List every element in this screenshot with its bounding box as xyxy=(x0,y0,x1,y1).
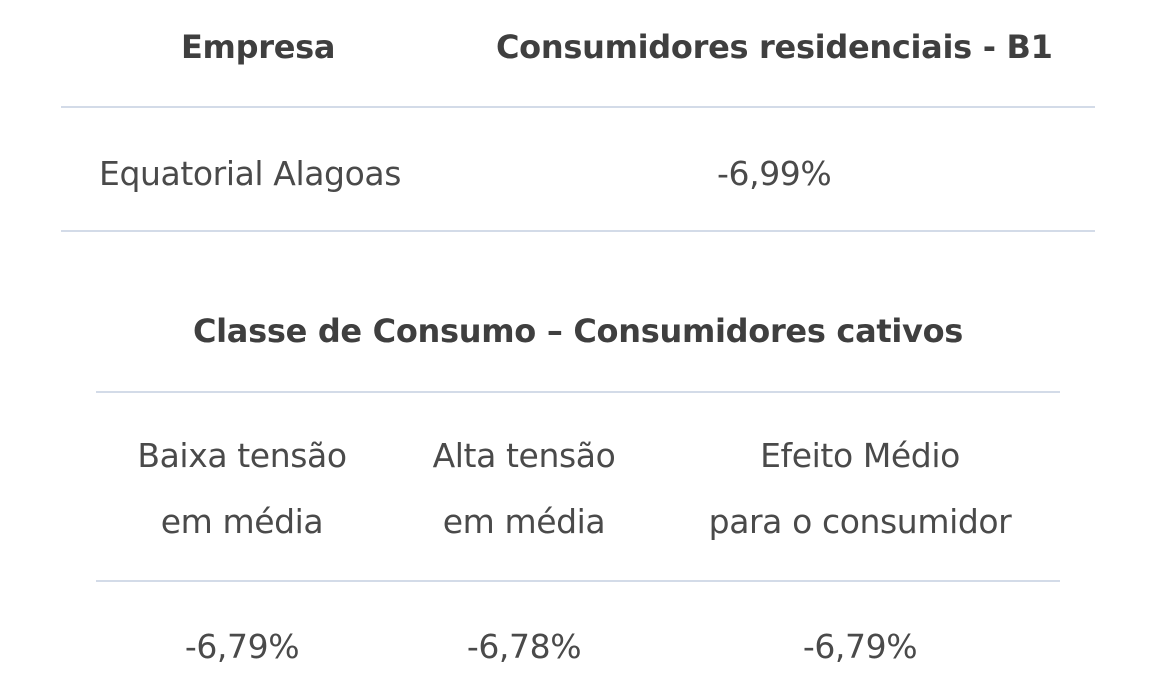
captive-consumers-table-title: Classe de Consumo – Consumidores cativos xyxy=(192,312,964,350)
average-effect-value-cell: -6,79% xyxy=(802,627,918,666)
column-header-average-effect: Efeito Médio para o consumidor xyxy=(670,423,1050,555)
column-header-empresa: Empresa xyxy=(181,28,336,66)
column-header-low-voltage: Baixa tensão em média xyxy=(112,423,372,555)
column-header-residential-b1: Consumidores residenciais - B1 xyxy=(496,28,1053,66)
residential-b1-value-cell: -6,99% xyxy=(717,154,832,193)
table-header-row: Empresa Consumidores residenciais - B1 xyxy=(61,0,1095,108)
column-header-high-voltage: Alta tensão em média xyxy=(394,423,654,555)
column-header-line: para o consumidor xyxy=(708,502,1012,541)
high-voltage-value-cell: -6,78% xyxy=(466,627,582,666)
column-header-line: Efeito Médio xyxy=(760,436,960,475)
column-header-line: Alta tensão xyxy=(432,436,616,475)
column-header-line: em média xyxy=(160,502,324,541)
low-voltage-value-cell: -6,79% xyxy=(184,627,300,666)
company-name-cell: Equatorial Alagoas xyxy=(99,154,401,193)
column-header-line: em média xyxy=(442,502,606,541)
table-row: Equatorial Alagoas -6,99% xyxy=(61,108,1095,232)
column-header-line: Baixa tensão xyxy=(137,436,347,475)
table-divider xyxy=(96,580,1060,582)
table-divider xyxy=(96,391,1060,393)
tariff-table-residential: Empresa Consumidores residenciais - B1 E… xyxy=(61,0,1095,232)
